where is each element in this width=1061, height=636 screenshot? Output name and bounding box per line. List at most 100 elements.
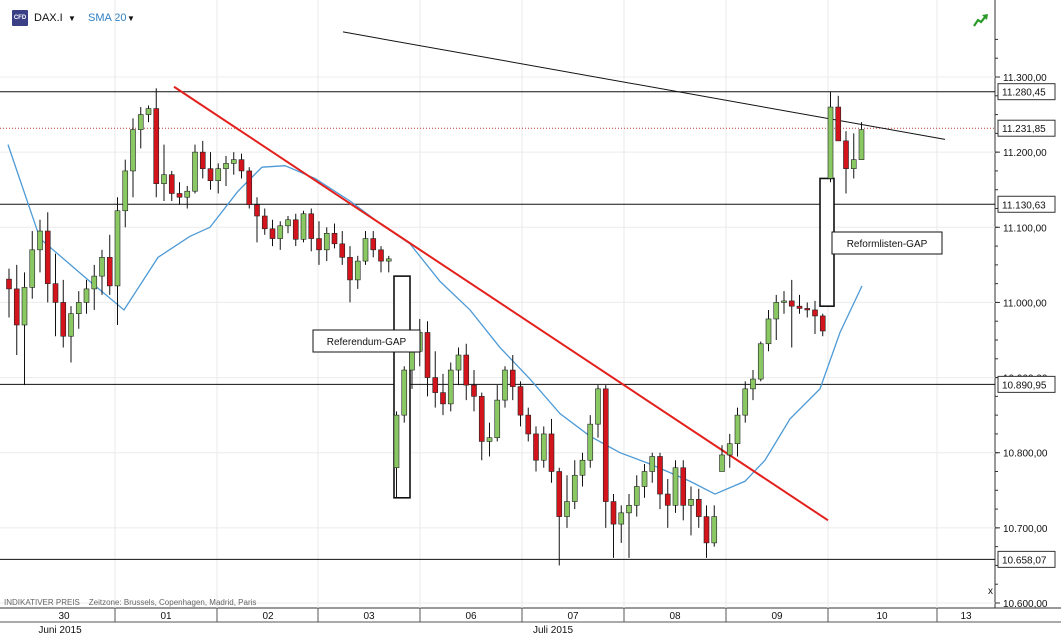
candle-body — [44, 230, 51, 284]
x-month-label: Juli 2015 — [533, 625, 573, 636]
candle — [850, 133, 857, 179]
annotation-box — [831, 231, 943, 255]
candle — [184, 185, 191, 209]
trend-arrow-icon[interactable] — [972, 12, 990, 28]
candle — [261, 208, 268, 235]
candle-body — [672, 467, 679, 506]
indicator-selector[interactable]: SMA 20 — [88, 12, 127, 24]
candle-body — [602, 388, 609, 502]
candle — [114, 197, 121, 325]
candle-body — [130, 129, 136, 172]
candle-body — [215, 168, 222, 181]
candle — [858, 122, 865, 160]
candle-body — [850, 159, 857, 169]
candle — [765, 309, 772, 352]
candle-body — [517, 386, 524, 416]
candle — [168, 170, 175, 201]
candle-body — [564, 501, 570, 517]
candle-body — [184, 190, 191, 198]
candle-body — [757, 343, 764, 380]
indicator-chevron-down-icon[interactable]: ▼ — [127, 14, 135, 23]
red-downtrend-line — [173, 85, 829, 522]
candle — [827, 92, 834, 183]
candle-body — [6, 278, 12, 290]
candle — [269, 219, 276, 247]
candle-body — [595, 388, 601, 425]
candle — [455, 347, 462, 386]
candle — [680, 460, 687, 521]
candle-body — [509, 369, 516, 387]
candle — [478, 392, 485, 461]
candle-body — [192, 151, 198, 192]
candle-body — [633, 486, 640, 506]
x-day-label: 09 — [771, 611, 783, 622]
candle — [339, 231, 346, 265]
candle — [230, 152, 237, 175]
candle-body — [230, 159, 237, 164]
chart-toolbar: CFD DAX.I ▼ SMA 20 ▼ — [0, 0, 1061, 30]
x-day-label: 30 — [58, 611, 70, 622]
price-label: 10.890,95 — [1002, 380, 1047, 391]
candle-body — [432, 377, 439, 393]
candle-body — [502, 369, 508, 401]
candle — [246, 167, 253, 209]
candle — [804, 302, 811, 318]
candle — [548, 418, 555, 483]
candle-body — [137, 114, 144, 130]
y-tick-label: 11.100,00 — [1003, 223, 1047, 234]
candle-body — [238, 159, 245, 172]
y-tick-label: 10.600,00 — [1003, 599, 1048, 610]
candle — [207, 152, 214, 190]
candle — [401, 366, 408, 423]
symbol-chevron-down-icon[interactable]: ▼ — [68, 14, 76, 23]
candle-body — [734, 414, 741, 444]
candle-body — [323, 232, 330, 251]
candle-body — [122, 170, 129, 212]
candle-body — [494, 399, 501, 438]
candle-body — [300, 213, 307, 240]
candle-body — [548, 433, 555, 472]
candle — [773, 294, 780, 340]
candle-body — [533, 433, 539, 461]
candle — [471, 370, 477, 412]
candle-body — [75, 302, 82, 314]
candle — [292, 213, 299, 247]
candle-body — [765, 318, 772, 345]
candle — [277, 221, 284, 250]
candle-body — [316, 238, 322, 251]
candle-body — [703, 516, 710, 544]
price-label: 11.231,85 — [1002, 124, 1046, 135]
candle-body — [827, 106, 834, 179]
candle-body — [858, 129, 865, 160]
candle-body — [649, 456, 656, 472]
cfd-instrument-icon: CFD — [12, 10, 28, 26]
candle-body — [354, 260, 361, 281]
candle — [192, 144, 198, 194]
candle-body — [540, 433, 547, 461]
candle — [215, 163, 222, 194]
annotation-box — [312, 329, 421, 353]
y-tick-label: 10.800,00 — [1003, 449, 1048, 460]
candle-body — [13, 288, 20, 326]
candle-body — [587, 423, 594, 461]
candle-body — [719, 454, 725, 472]
candle — [440, 373, 446, 416]
candle-body — [29, 249, 36, 288]
indicative-price-label: INDIKATIVER PREIS — [4, 598, 80, 607]
candle — [703, 505, 710, 558]
candle — [254, 197, 260, 243]
candle — [463, 343, 470, 401]
price-label: 10.658,07 — [1002, 555, 1047, 566]
candle — [835, 95, 842, 142]
candle-body — [254, 204, 260, 217]
candle-body — [269, 228, 276, 239]
symbol-selector[interactable]: DAX.I — [34, 12, 63, 24]
candle — [564, 475, 570, 528]
candle — [91, 264, 98, 310]
candle-body — [788, 300, 795, 307]
candle-body — [463, 354, 470, 386]
candle — [819, 313, 826, 337]
candle — [238, 153, 245, 179]
candle-body — [688, 499, 694, 506]
